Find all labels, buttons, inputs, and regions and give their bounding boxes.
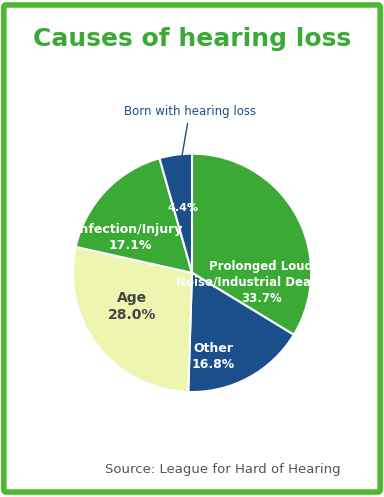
- Wedge shape: [188, 273, 294, 392]
- Text: Source: League for Hard of Hearing: Source: League for Hard of Hearing: [105, 463, 341, 476]
- Wedge shape: [73, 247, 192, 392]
- Text: Infection/Injury
17.1%: Infection/Injury 17.1%: [76, 223, 184, 251]
- Wedge shape: [192, 154, 311, 335]
- Text: 4.4%: 4.4%: [167, 203, 199, 213]
- Text: Other
16.8%: Other 16.8%: [192, 342, 235, 371]
- Wedge shape: [159, 154, 192, 273]
- Text: Causes of hearing loss: Causes of hearing loss: [33, 27, 351, 51]
- Text: Age
28.0%: Age 28.0%: [108, 291, 157, 322]
- Wedge shape: [76, 158, 192, 273]
- Text: Prolonged Loud
Noise/Industrial Deafness
33.7%: Prolonged Loud Noise/Industrial Deafness…: [176, 260, 346, 305]
- Text: Born with hearing loss: Born with hearing loss: [124, 105, 256, 172]
